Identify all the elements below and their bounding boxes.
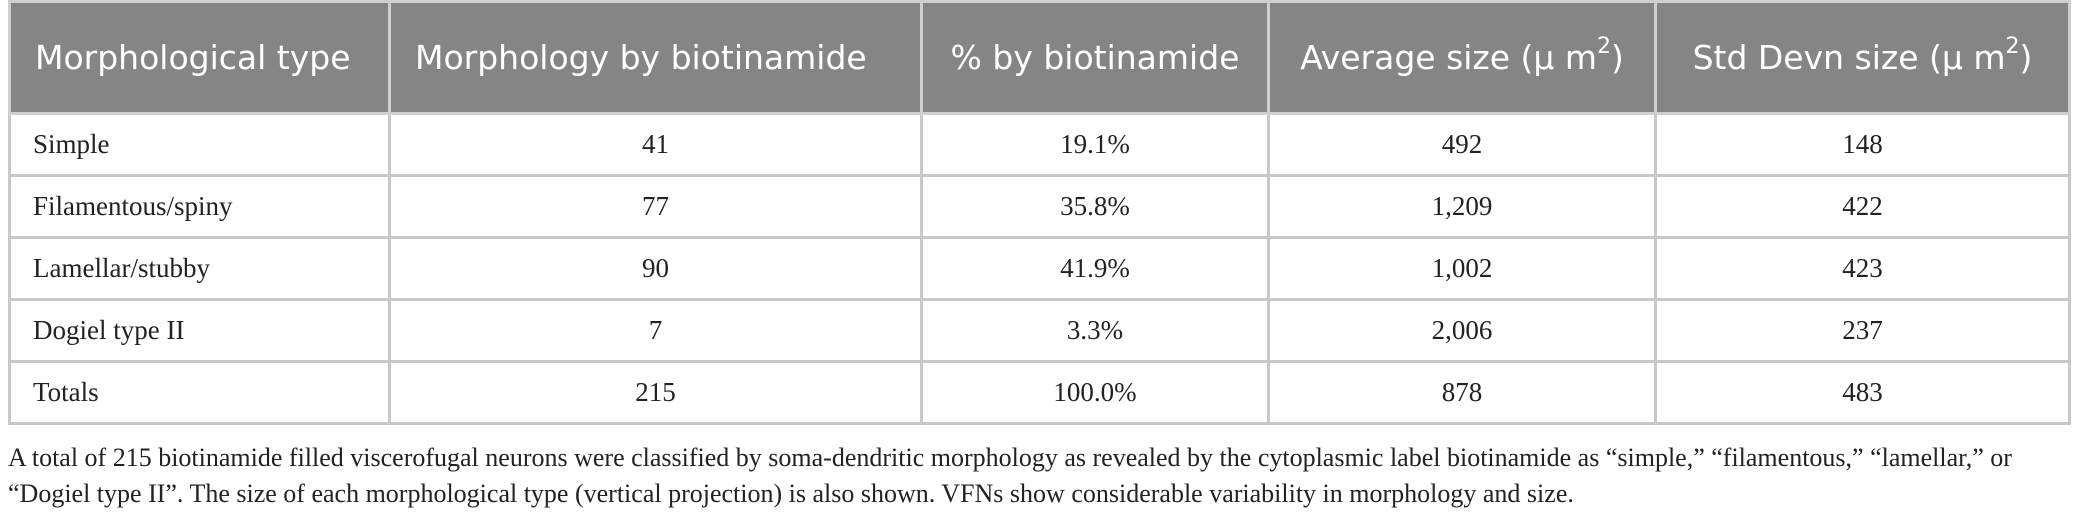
table-row: Simple 41 19.1% 492 148 <box>8 112 2071 177</box>
header-row: Morphological type Morphology by biotina… <box>8 0 2071 115</box>
cell-count: 7 <box>388 298 923 363</box>
cell-percent: 41.9% <box>920 236 1270 301</box>
table-row: Totals 215 100.0% 878 483 <box>8 360 2071 425</box>
cell-std-devn-size: 148 <box>1654 112 2071 177</box>
table-figure: Morphological type Morphology by biotina… <box>8 0 2071 512</box>
cell-std-devn-size: 422 <box>1654 174 2071 239</box>
table-caption: A total of 215 biotinamide filled viscer… <box>8 443 2012 508</box>
cell-average-size: 1,002 <box>1267 236 1657 301</box>
cell-average-size: 878 <box>1267 360 1657 425</box>
header-morphological-type: Morphological type <box>8 0 391 115</box>
table-header: Morphological type Morphology by biotina… <box>8 0 2071 115</box>
cell-average-size: 2,006 <box>1267 298 1657 363</box>
cell-std-devn-size: 423 <box>1654 236 2071 301</box>
cell-std-devn-size: 237 <box>1654 298 2071 363</box>
cell-percent: 35.8% <box>920 174 1270 239</box>
header-average-size: Average size (μ m2) <box>1267 0 1657 115</box>
cell-count: 77 <box>388 174 923 239</box>
cell-percent: 3.3% <box>920 298 1270 363</box>
cell-type: Simple <box>8 112 391 177</box>
cell-count: 215 <box>388 360 923 425</box>
cell-type: Filamentous/spiny <box>8 174 391 239</box>
header-morphology-by-biotinamide: Morphology by biotinamide <box>388 0 923 115</box>
cell-count: 41 <box>388 112 923 177</box>
cell-type: Lamellar/stubby <box>8 236 391 301</box>
cell-percent: 100.0% <box>920 360 1270 425</box>
cell-type: Dogiel type II <box>8 298 391 363</box>
table-body: Simple 41 19.1% 492 148 Filamentous/spin… <box>8 112 2071 425</box>
cell-std-devn-size: 483 <box>1654 360 2071 425</box>
header-percent-by-biotinamide: % by biotinamide <box>920 0 1270 115</box>
table-row: Lamellar/stubby 90 41.9% 1,002 423 <box>8 236 2071 301</box>
table-row: Dogiel type II 7 3.3% 2,006 237 <box>8 298 2071 363</box>
header-std-devn-size: Std Devn size (μ m2) <box>1654 0 2071 115</box>
cell-count: 90 <box>388 236 923 301</box>
morphology-table: Morphological type Morphology by biotina… <box>8 0 2071 425</box>
cell-percent: 19.1% <box>920 112 1270 177</box>
table-row: Filamentous/spiny 77 35.8% 1,209 422 <box>8 174 2071 239</box>
cell-type: Totals <box>8 360 391 425</box>
cell-average-size: 1,209 <box>1267 174 1657 239</box>
cell-average-size: 492 <box>1267 112 1657 177</box>
